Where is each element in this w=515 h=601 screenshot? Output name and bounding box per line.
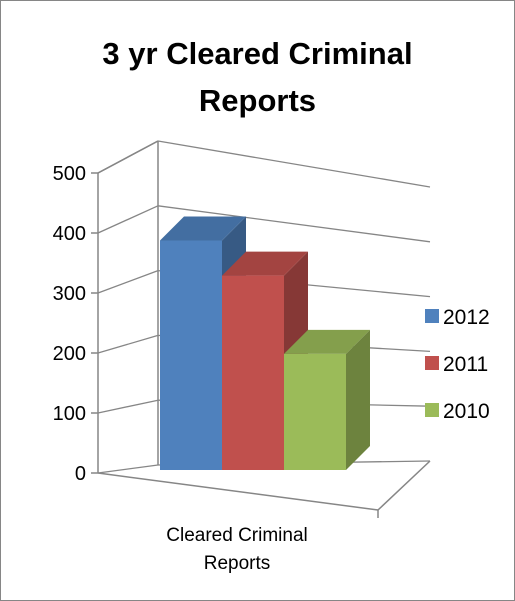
gridline-left-100 xyxy=(97,399,159,414)
y-tick-label-100: 100 xyxy=(53,403,86,425)
chart-title-line-2: Reports xyxy=(198,83,317,118)
gridline-back-400 xyxy=(157,205,431,243)
bar-top-2010 xyxy=(284,329,370,354)
bar-front-2012 xyxy=(160,240,222,470)
legend-swatch-2012 xyxy=(425,309,439,323)
bar-2010 xyxy=(284,329,370,470)
x-axis: Cleared Criminal Reports xyxy=(166,525,308,574)
y-tick-label-500: 500 xyxy=(53,163,86,185)
floor-left-edge xyxy=(97,464,159,474)
chart-title-line-1: 3 yr Cleared Criminal xyxy=(102,36,413,71)
bar-side-2010 xyxy=(346,329,370,470)
gridline-left-400 xyxy=(97,205,159,234)
bar-front-2011 xyxy=(222,275,284,470)
chart-legend: 2012 2011 2010 xyxy=(425,306,490,423)
legend-label-2010: 2010 xyxy=(443,400,490,423)
floor-front-edge xyxy=(97,472,379,511)
legend-swatch-2010 xyxy=(425,403,439,417)
chart-title: 3 yr Cleared Criminal Reports xyxy=(0,30,515,124)
bar-top-2011 xyxy=(222,251,308,276)
chart-walls xyxy=(97,140,431,518)
gridline-back-500 xyxy=(157,140,431,188)
y-tick-label-200: 200 xyxy=(53,343,86,365)
legend-swatch-2011 xyxy=(425,356,439,370)
category-label-line-1: Cleared Criminal xyxy=(166,525,308,546)
y-tick-label-300: 300 xyxy=(53,283,86,305)
legend-label-2012: 2012 xyxy=(443,306,490,329)
bar-front-2010 xyxy=(284,353,346,470)
y-tick-label-0: 0 xyxy=(75,463,86,485)
legend-label-2011: 2011 xyxy=(443,353,488,376)
bar-top-2012 xyxy=(160,216,246,241)
floor-right-edge xyxy=(377,460,431,511)
gridline-left-500 xyxy=(97,140,159,174)
y-tick-label-400: 400 xyxy=(53,223,86,245)
gridline-left-300 xyxy=(97,269,159,294)
category-label-line-2: Reports xyxy=(204,553,271,574)
chart-bars xyxy=(160,216,370,470)
y-axis-ticks: 0 100 200 300 400 500 xyxy=(53,163,98,485)
gridline-left-200 xyxy=(97,334,159,354)
